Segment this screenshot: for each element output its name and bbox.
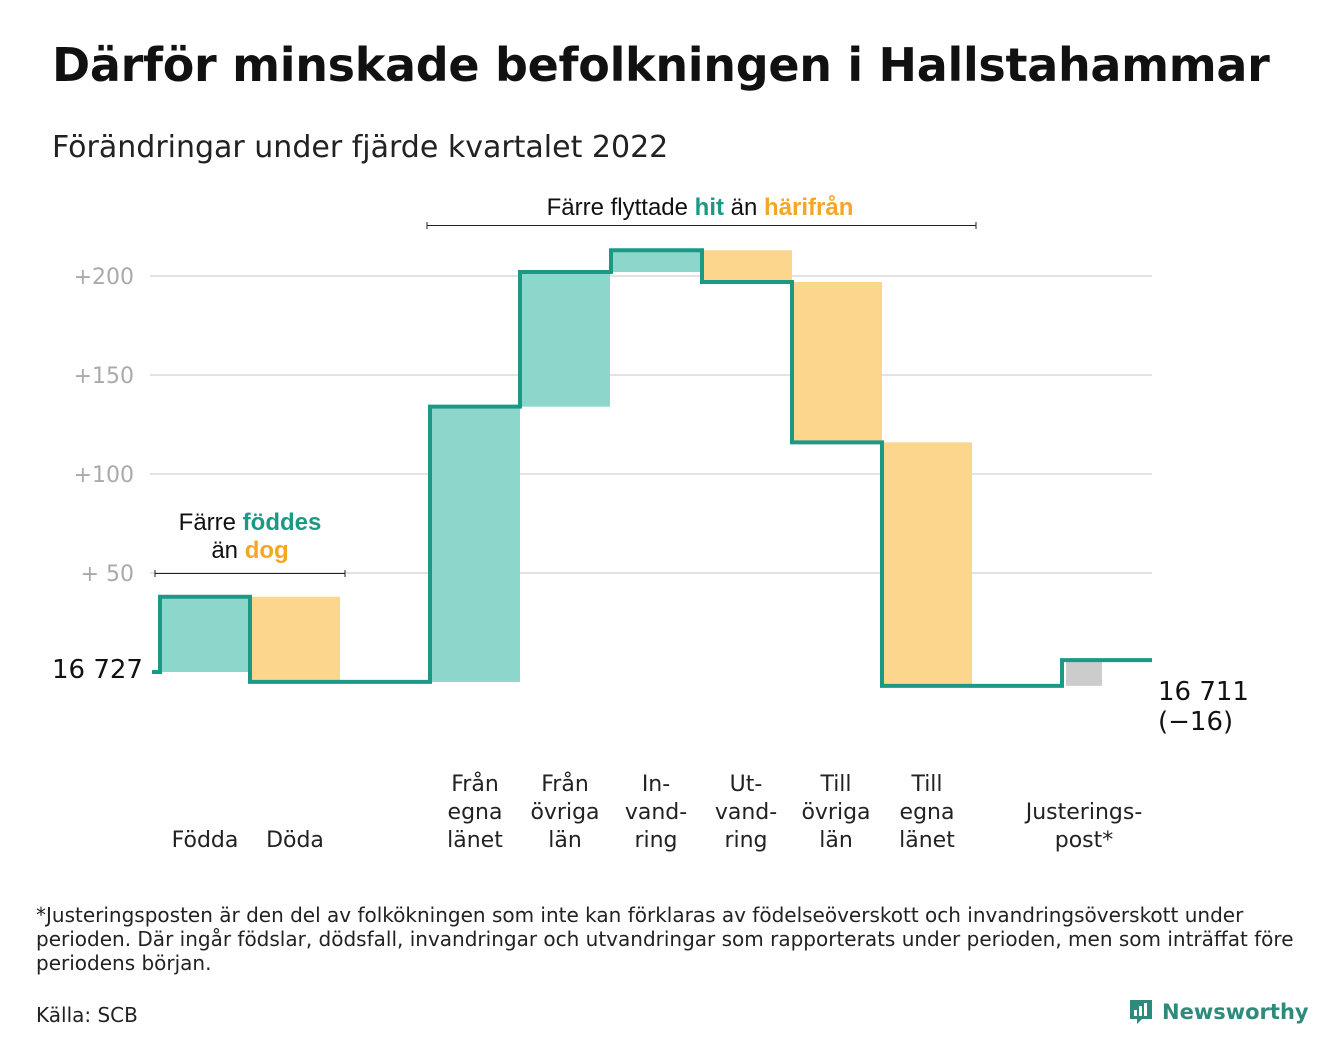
- category-label: Ut-: [730, 772, 763, 797]
- bar: [611, 250, 701, 273]
- running-total-path: [152, 248, 1152, 688]
- chart-title: Därför minskade befolkningen i Hallstaha…: [52, 38, 1270, 92]
- category-label: län: [819, 828, 853, 853]
- births-bracket: [154, 570, 346, 577]
- source-label: Källa: SCB: [36, 1003, 138, 1027]
- bar: [882, 442, 972, 686]
- category-label: övriga: [530, 800, 599, 825]
- category-label: Till: [910, 772, 942, 797]
- category-labels: Födda Döda Från egna länet Från övriga län In-va…: [172, 771, 1143, 853]
- newsworthy-logo-icon: [1130, 1000, 1152, 1024]
- footnote: *Justeringsposten är den del av folkökni…: [36, 903, 1294, 975]
- chart-subtitle: Förändringar under fjärde kvartalet 2022: [52, 130, 669, 165]
- y-tick-label: +200: [74, 265, 134, 290]
- end-change-label: (−16): [1158, 707, 1233, 737]
- category-label: Från: [541, 771, 589, 797]
- bar: [792, 281, 882, 443]
- category-label: Födda: [172, 828, 239, 853]
- migration-annotation: Färre flyttade hit än härifrån: [426, 194, 977, 229]
- category-label: vand-: [715, 800, 777, 825]
- category-label: ring: [724, 828, 767, 853]
- waterfall-chart: + 50+100+150+200 Födda DödaFrånegnalänetF…: [52, 194, 1249, 853]
- category-label: länet: [447, 828, 503, 853]
- category-label: Från: [451, 771, 499, 797]
- bar: [520, 272, 610, 407]
- bar: [1066, 660, 1102, 686]
- start-value-label: 16 727: [52, 655, 143, 685]
- category-label: In-: [642, 772, 670, 797]
- births-annotation-line2: än dog: [211, 537, 288, 564]
- births-annotation-line1: Färre föddes: [179, 509, 322, 536]
- brand-logo: Newsworthy: [1128, 998, 1309, 1026]
- y-tick-label: +150: [74, 364, 134, 389]
- migration-bracket: [426, 222, 977, 229]
- category-label: post*: [1055, 828, 1114, 853]
- category-label: Till: [819, 772, 851, 797]
- y-tick-label: +100: [74, 463, 134, 488]
- migration-annotation-text: Färre flyttade hit än härifrån: [547, 194, 854, 221]
- end-value-label: 16 711: [1158, 677, 1249, 707]
- bar: [702, 250, 792, 282]
- category-label: ring: [634, 828, 677, 853]
- brand-name: Newsworthy: [1162, 1000, 1309, 1024]
- running-total-line: [152, 248, 1152, 688]
- births-annotation: Färre föddes än dog: [154, 509, 346, 577]
- category-label: Justerings-: [1024, 800, 1143, 825]
- bar: [250, 596, 340, 682]
- y-axis-ticks: + 50 +100 +150 +200: [74, 265, 134, 587]
- y-tick-label: + 50: [81, 562, 134, 587]
- category-label: övriga: [801, 800, 870, 825]
- category-label: Döda: [266, 828, 324, 853]
- bar: [160, 596, 250, 672]
- category-label: länet: [899, 828, 955, 853]
- category-label: egna: [448, 800, 503, 825]
- category-label: vand-: [625, 800, 687, 825]
- category-label: län: [548, 828, 582, 853]
- bar: [430, 406, 520, 682]
- bars: [160, 250, 1102, 686]
- category-label: egna: [900, 800, 955, 825]
